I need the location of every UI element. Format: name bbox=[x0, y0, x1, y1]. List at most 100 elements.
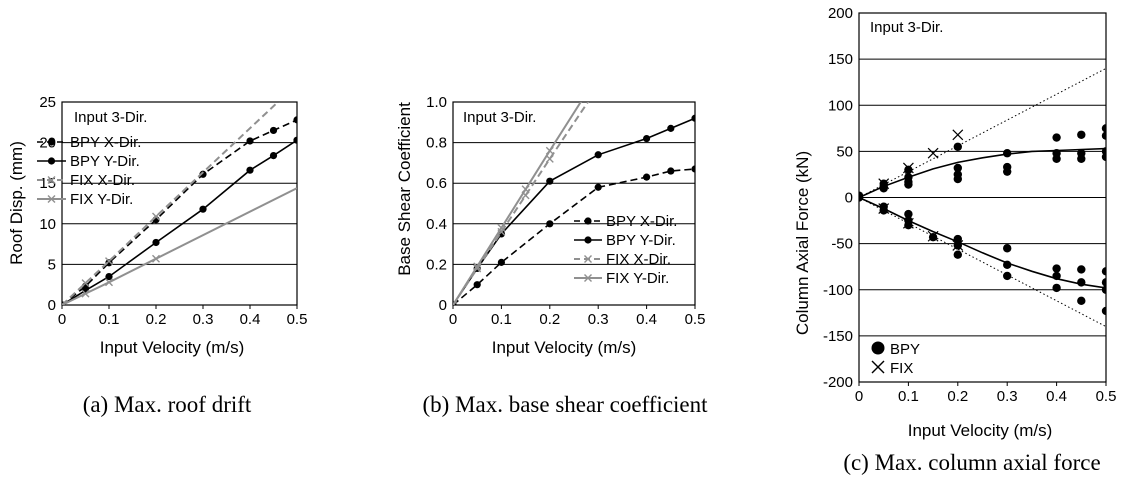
axial-force-bpy-point bbox=[1101, 278, 1106, 287]
base-shear-data-point bbox=[545, 154, 554, 163]
axial-force-bpy-point bbox=[953, 142, 962, 151]
roof-drift-legend-marker bbox=[47, 157, 56, 165]
axial-force-trend-line bbox=[859, 197, 1106, 328]
axial-force-bpy-point bbox=[1052, 264, 1061, 273]
axial-force-fix-point-b bbox=[878, 178, 890, 190]
axial-force-bpy-point bbox=[904, 180, 913, 189]
axial-force-bpy-point bbox=[1077, 265, 1086, 274]
base-shear-caption: (b) Max. base shear coefficient bbox=[422, 392, 708, 417]
roof-drift-legend-marker bbox=[47, 138, 56, 146]
axial-force-fix-point-b bbox=[952, 240, 964, 251]
axial-force-xlabel: Input Velocity (m/s) bbox=[908, 421, 1053, 440]
roof-drift-ytick-label: 10 bbox=[39, 216, 56, 233]
axial-force-fix-point-b bbox=[927, 230, 939, 242]
axial-force-xtick-label: 0 bbox=[855, 388, 863, 405]
axial-force-bpy-point bbox=[1077, 130, 1086, 139]
axial-force-bpy-point bbox=[953, 163, 962, 173]
base-shear-data-point-b bbox=[497, 223, 506, 232]
axial-force-legend-label: BPY bbox=[890, 341, 920, 358]
base-shear-data-point-b bbox=[545, 154, 554, 163]
roof-drift-series-line bbox=[62, 119, 297, 305]
base-shear-legend-marker bbox=[584, 217, 592, 225]
base-shear-legend-label: FIX X-Dir. bbox=[606, 251, 671, 268]
axial-force-fix-point-b bbox=[902, 162, 914, 174]
base-shear-data-point-b bbox=[521, 191, 530, 200]
roof-drift-data-point-b bbox=[152, 254, 160, 263]
roof-drift-xlabel: Input Velocity (m/s) bbox=[100, 338, 245, 357]
base-shear-data-point bbox=[643, 173, 651, 181]
axial-force-ytick-label: -50 bbox=[831, 236, 853, 253]
roof-drift-xtick-label: 0 bbox=[58, 311, 66, 328]
column-axial-force-chart: Column Axial Force (kN) Input Velocity (… bbox=[793, 5, 1116, 475]
base-shear-data-point-b bbox=[473, 262, 482, 271]
axial-force-plot-area bbox=[859, 67, 1106, 328]
base-shear-data-point bbox=[497, 223, 506, 232]
base-shear-xtick-label: 0.1 bbox=[491, 311, 512, 328]
roof-drift-data-point bbox=[105, 278, 113, 287]
axial-force-ytick-label: 150 bbox=[828, 51, 853, 68]
base-shear-ytick-label: 1.0 bbox=[426, 94, 447, 111]
roof-drift-data-point bbox=[81, 279, 90, 288]
roof-drift-data-point bbox=[62, 301, 66, 305]
axial-force-ytick-label: -200 bbox=[823, 374, 853, 391]
axial-force-bpy-point bbox=[1052, 283, 1061, 293]
base-shear-chart: Base Shear Coefficient Input Velocity (m… bbox=[395, 94, 708, 417]
roof-drift-data-point-b bbox=[81, 279, 90, 288]
roof-drift-data-point bbox=[246, 137, 254, 145]
base-shear-data-point-b bbox=[545, 146, 554, 155]
roof-drift-data-point-b bbox=[62, 301, 66, 305]
axial-force-bpy-point bbox=[1077, 278, 1086, 287]
base-shear-data-point bbox=[667, 124, 675, 132]
axial-force-bpy-point bbox=[1003, 260, 1012, 270]
axial-force-bpy-point bbox=[953, 250, 962, 259]
base-shear-legend-label: BPY Y-Dir. bbox=[606, 232, 676, 249]
base-shear-ytick-label: 0.4 bbox=[426, 216, 447, 233]
roof-drift-ylabel: Roof Disp. (mm) bbox=[7, 141, 26, 265]
axial-force-ytick-label: -150 bbox=[823, 328, 853, 345]
base-shear-xtick-label: 0.4 bbox=[636, 311, 657, 328]
roof-drift-xtick-label: 0.1 bbox=[99, 311, 120, 328]
axial-force-fix-point bbox=[927, 147, 939, 159]
roof-drift-data-point bbox=[152, 238, 160, 247]
roof-drift-data-point-b bbox=[105, 257, 113, 266]
roof-drift-legend-label: BPY X-Dir. bbox=[70, 134, 141, 151]
axial-force-bpy-point bbox=[1101, 124, 1106, 133]
roof-drift-legend-label: FIX Y-Dir. bbox=[70, 191, 133, 208]
roof-drift-legend-marker-b bbox=[47, 195, 56, 203]
roof-drift-chart: Roof Disp. (mm) Input Velocity (m/s) (a)… bbox=[7, 94, 308, 417]
axial-force-bpy-point bbox=[879, 184, 888, 193]
axial-force-trend-line bbox=[859, 67, 1106, 198]
roof-drift-data-point bbox=[152, 212, 160, 221]
base-shear-ytick-label: 0.6 bbox=[426, 175, 447, 192]
base-shear-data-point bbox=[594, 151, 602, 159]
roof-drift-legend-label: BPY Y-Dir. bbox=[70, 153, 140, 170]
axial-force-ytick-label: 200 bbox=[828, 5, 853, 22]
base-shear-data-point bbox=[453, 301, 457, 305]
base-shear-data-point bbox=[521, 185, 530, 194]
axial-force-bpy-point bbox=[859, 193, 864, 202]
axial-force-bpy-point bbox=[1003, 271, 1012, 281]
base-shear-data-point bbox=[545, 146, 554, 155]
roof-drift-data-point-b bbox=[152, 212, 160, 221]
roof-drift-frame bbox=[61, 101, 298, 306]
axial-force-bpy-point bbox=[904, 220, 913, 230]
axial-force-ytick-label: -100 bbox=[823, 282, 853, 299]
roof-drift-series-line bbox=[62, 102, 280, 305]
roof-drift-data-point bbox=[293, 136, 297, 144]
axial-force-bpy-point bbox=[1052, 154, 1061, 163]
roof-drift-data-point bbox=[199, 205, 207, 213]
roof-drift-xtick-label: 0.4 bbox=[240, 311, 261, 328]
base-shear-ytick-label: 0 bbox=[439, 297, 447, 314]
base-shear-ytick-label: 0.2 bbox=[426, 256, 447, 273]
axial-force-bpy-point bbox=[1052, 133, 1061, 142]
roof-drift-xtick-label: 0.5 bbox=[287, 311, 308, 328]
axial-force-bpy-point bbox=[904, 165, 913, 175]
base-shear-xtick-label: 0 bbox=[449, 311, 457, 328]
roof-drift-data-point-b bbox=[81, 289, 90, 298]
axial-force-legend-marker bbox=[871, 341, 885, 355]
roof-drift-legend-marker bbox=[47, 195, 56, 203]
base-shear-data-point bbox=[497, 258, 505, 266]
roof-drift-data-point bbox=[293, 116, 297, 124]
axial-force-bpy-point bbox=[1101, 152, 1106, 162]
